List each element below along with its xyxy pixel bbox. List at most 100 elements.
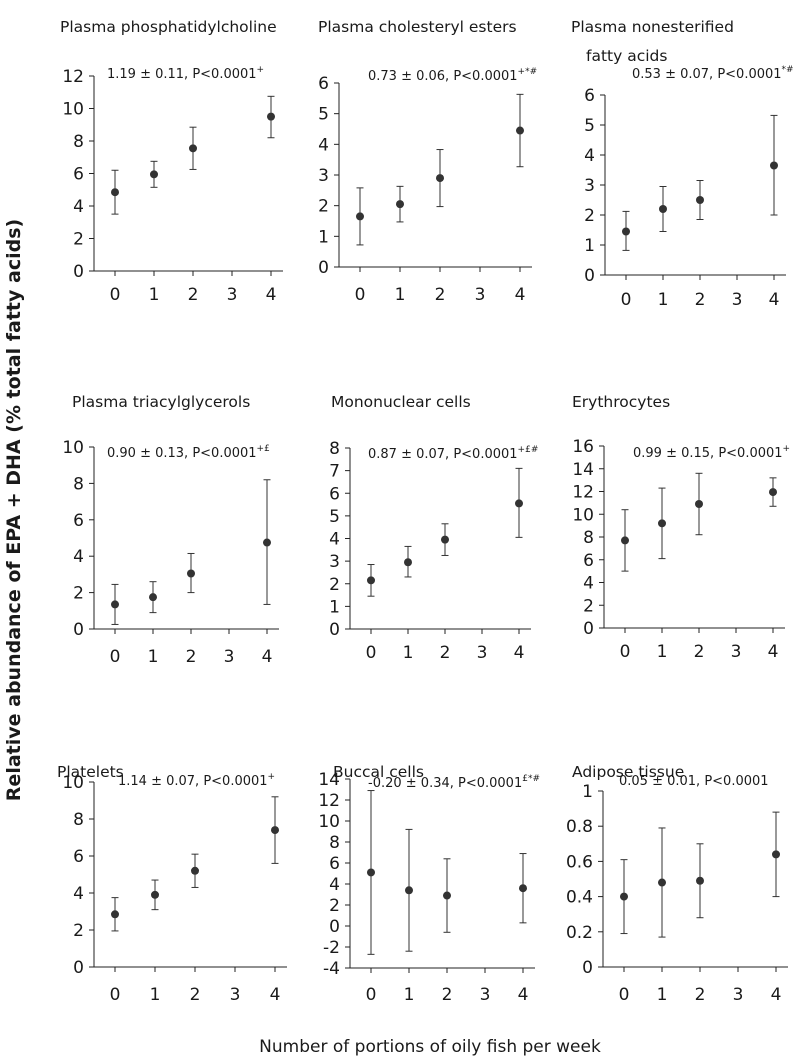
y-tick-label: 4 [583, 574, 594, 594]
y-tick-label: 6 [318, 74, 329, 94]
y-tick-label: 1 [318, 227, 329, 247]
data-point [696, 876, 704, 885]
data-point [149, 593, 157, 602]
y-tick-label: 12 [318, 791, 340, 811]
y-tick-label: -4 [323, 959, 340, 979]
y-tick-label: 5 [584, 116, 595, 136]
y-tick-label: 12 [572, 483, 594, 503]
y-tick-label: 16 [572, 437, 594, 457]
data-point [695, 500, 703, 509]
panel-title: Plasma cholesteryl esters [318, 18, 517, 36]
stat-annotation: 0.87 ± 0.07, P<0.0001+£# [368, 445, 538, 462]
y-tick-label: 1 [329, 597, 340, 617]
data-point [189, 144, 197, 153]
x-tick-label: 3 [230, 985, 241, 1005]
y-tick-label: 0 [329, 917, 340, 937]
y-tick-label: 0 [73, 262, 84, 282]
data-point [404, 558, 412, 567]
y-tick-label: 3 [584, 176, 595, 196]
data-point [772, 850, 780, 859]
y-tick-label: 6 [73, 511, 84, 531]
x-tick-label: 2 [188, 285, 199, 305]
y-tick-label: 8 [329, 439, 340, 459]
y-tick-label: 2 [329, 896, 340, 916]
x-tick-label: 0 [366, 985, 377, 1005]
y-tick-label: 0 [318, 258, 329, 278]
y-tick-label: 6 [329, 484, 340, 504]
x-tick-label: 2 [190, 985, 201, 1005]
stat-annotation: 1.14 ± 0.07, P<0.0001+ [118, 772, 275, 789]
stat-annotation-superscript: +*# [518, 67, 538, 77]
data-point [267, 112, 275, 121]
y-tick-label: 0 [73, 620, 84, 640]
y-tick-label: 3 [318, 166, 329, 186]
y-tick-label: 0.2 [566, 923, 593, 943]
x-tick-label: 0 [366, 643, 377, 663]
chart-panel-9: Adipose tissue 0 0.2 0.4 0.6 0.8 1 0 1 2 3 4 0.05 ± … [566, 763, 788, 1005]
chart-panel-7: Platelets 0 2 4 6 8 10 0 1 2 3 4 1.14 ± 0.07, P<0.00… [57, 763, 287, 1005]
data-point [263, 538, 271, 547]
y-tick-label: -2 [323, 938, 340, 958]
data-point [443, 891, 451, 900]
panel-title: Adipose tissue [572, 763, 684, 781]
x-tick-label: 1 [658, 290, 669, 310]
y-tick-label: 4 [329, 530, 340, 550]
data-point [111, 910, 119, 919]
y-tick-label: 0 [582, 958, 593, 978]
x-tick-label: 1 [148, 647, 159, 667]
stat-annotation-superscript: +£ [257, 444, 270, 454]
y-tick-label: 4 [584, 146, 595, 166]
y-tick-label: 4 [73, 884, 84, 904]
x-tick-label: 2 [435, 285, 446, 305]
stat-annotation-superscript: + [268, 772, 276, 782]
x-tick-label: 3 [480, 985, 491, 1005]
data-point [356, 212, 364, 221]
data-point [770, 161, 778, 170]
data-point [515, 499, 523, 508]
x-tick-label: 4 [771, 985, 782, 1005]
y-tick-label: 4 [318, 135, 329, 155]
data-point [696, 196, 704, 204]
x-tick-label: 3 [475, 285, 486, 305]
chart-panel-4: Plasma triacylglycerols 0 2 4 6 8 10 0 1 2 3 4 0.90 … [62, 393, 279, 667]
stat-annotation-superscript: + [257, 65, 265, 75]
x-tick-label: 0 [110, 647, 121, 667]
stat-annotation: 0.99 ± 0.15, P<0.0001+ [633, 444, 790, 461]
y-tick-label: 2 [73, 921, 84, 941]
y-tick-label: 6 [584, 86, 595, 106]
panel-title: Mononuclear cells [331, 393, 471, 411]
y-tick-label: 2 [584, 206, 595, 226]
stat-annotation: 0.90 ± 0.13, P<0.0001+£ [107, 444, 270, 461]
x-tick-label: 2 [695, 985, 706, 1005]
y-tick-label: 2 [73, 584, 84, 604]
stat-annotation: 0.73 ± 0.06, P<0.0001+*# [368, 67, 537, 84]
stat-annotation-superscript: +£# [518, 445, 539, 455]
y-tick-label: 10 [572, 505, 594, 525]
y-tick-label: 10 [62, 100, 84, 120]
x-tick-label: 2 [442, 985, 453, 1005]
x-tick-label: 4 [270, 985, 281, 1005]
data-point [658, 878, 666, 887]
y-tick-label: 10 [318, 812, 340, 832]
y-tick-label: 1 [582, 782, 593, 802]
data-point [271, 826, 279, 835]
stat-annotation: 0.05 ± 0.01, P<0.0001 [619, 774, 769, 789]
x-tick-label: 0 [110, 285, 121, 305]
data-point [151, 890, 159, 899]
x-tick-label: 4 [515, 285, 526, 305]
data-point [516, 126, 524, 135]
y-tick-label: 4 [329, 875, 340, 895]
x-tick-label: 1 [150, 985, 161, 1005]
chart-panel-2: Plasma cholesteryl esters 0 1 2 3 4 5 6 0 1 2 3 4 0.7… [318, 18, 537, 305]
data-point [436, 174, 444, 183]
data-point [191, 866, 199, 875]
y-tick-label: 8 [73, 132, 84, 152]
data-point [111, 188, 119, 197]
data-point [405, 886, 413, 895]
y-tick-label: 0 [329, 620, 340, 640]
x-tick-label: 1 [404, 985, 415, 1005]
x-tick-label: 4 [262, 647, 273, 667]
